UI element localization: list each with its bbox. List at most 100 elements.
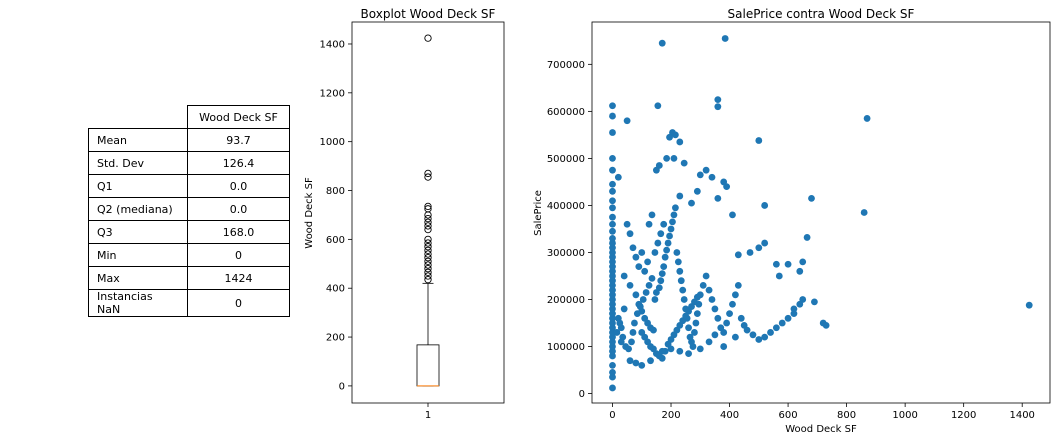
scatter-point	[680, 296, 688, 303]
scatter-point	[609, 180, 616, 188]
scatter-point	[651, 296, 659, 303]
scatter-point	[645, 282, 653, 289]
scatter-point	[799, 258, 807, 266]
boxplot-y-tick-label: 1000	[320, 137, 345, 148]
scatter-point	[658, 347, 666, 355]
scatter-point	[609, 338, 616, 346]
scatter-point	[609, 373, 616, 381]
scatter-point	[746, 249, 754, 256]
boxplot-y-axis-label: Wood Deck SF	[304, 177, 315, 249]
scatter-x-tick-label: 1400	[1009, 410, 1034, 421]
scatter-point	[657, 277, 665, 285]
scatter-point	[761, 202, 769, 209]
row-label: Mean	[88, 128, 188, 152]
boxplot-outlier	[424, 34, 432, 42]
table-row: Max 1424	[88, 266, 290, 290]
scatter-point	[638, 249, 646, 256]
scatter-point	[609, 112, 616, 120]
scatter-point	[714, 314, 722, 322]
scatter-point	[720, 329, 728, 336]
scatter-x-axis-label: Wood Deck SF	[785, 424, 857, 435]
scatter-point	[778, 319, 786, 327]
scatter-point	[755, 137, 763, 144]
boxplot-y-tick-label: 200	[326, 333, 345, 344]
scatter-point	[626, 357, 634, 365]
boxplot-outlier	[424, 173, 432, 181]
boxplot-y-tick-label: 1200	[320, 88, 345, 99]
scatter-point	[660, 220, 668, 228]
scatter-point	[609, 361, 616, 369]
scatter-point	[655, 284, 663, 292]
scatter-x-tick-label: 600	[779, 410, 798, 421]
scatter-point	[609, 277, 616, 285]
table-row: Instancias NaN 0	[88, 289, 290, 317]
scatter-point	[676, 267, 684, 275]
table-row: Q2 (mediana) 0.0	[88, 197, 290, 221]
boxplot-outlier	[424, 265, 432, 273]
stats-table: Wood Deck SF Mean 93.7 Std. Dev 126.4 Q1 0.…	[88, 105, 290, 317]
scatter-point	[620, 305, 628, 313]
scatter-point	[609, 239, 616, 247]
scatter-y-tick-label: 400000	[547, 201, 585, 212]
scatter-point	[650, 326, 657, 334]
scatter-point	[609, 253, 616, 261]
scatter-point	[609, 166, 616, 174]
scatter-chart: SalePrice contra Wood Deck SF Wood Deck …	[533, 7, 1051, 435]
scatter-point	[666, 232, 673, 240]
scatter-point	[803, 234, 811, 241]
scatter-y-tick-label: 600000	[547, 107, 585, 118]
scatter-point	[680, 159, 688, 167]
scatter-point	[714, 194, 722, 202]
boxplot-chart: Boxplot Wood Deck SF Wood Deck SF 0 200 40…	[304, 7, 505, 421]
boxplot-outlier	[424, 254, 432, 262]
table-row: Q3 168.0	[88, 220, 290, 244]
scatter-x-tick-label: 1200	[951, 410, 976, 421]
table-row: Min 0	[88, 243, 290, 267]
boxplot-y-tick-label: 800	[326, 186, 345, 197]
boxplot-y-tick-label: 600	[326, 235, 345, 246]
scatter-y-axis-label: SalePrice	[533, 190, 544, 236]
scatter-point	[696, 345, 704, 353]
scatter-x-tick-label: 400	[720, 410, 739, 421]
row-label: Q1	[88, 174, 188, 198]
scatter-y-tick-label: 0	[579, 389, 585, 400]
scatter-point	[691, 329, 698, 336]
scatter-point	[638, 361, 646, 369]
scatter-point	[663, 246, 671, 254]
scatter-point	[644, 258, 652, 266]
scatter-point	[647, 357, 654, 365]
scatter-point	[626, 230, 634, 238]
scatter-point	[625, 345, 632, 353]
scatter-point	[609, 333, 616, 341]
scatter-point	[609, 343, 616, 350]
scatter-x-tick-label: 200	[661, 410, 680, 421]
scatter-point	[661, 253, 669, 261]
row-value: 0.0	[187, 197, 290, 221]
scatter-point	[609, 249, 616, 256]
scatter-point	[784, 314, 792, 322]
scatter-point	[633, 310, 641, 318]
scatter-point	[623, 117, 631, 125]
scatter-point	[693, 293, 701, 301]
scatter-point	[623, 220, 631, 228]
boxplot-outlier	[424, 246, 432, 255]
scatter-point	[790, 305, 798, 313]
scatter-point	[617, 338, 625, 346]
scatter-y-tick-label: 300000	[547, 248, 585, 259]
boxplot-frame	[351, 21, 505, 404]
scatter-point	[708, 296, 716, 303]
scatter-point	[737, 314, 745, 322]
scatter-point	[609, 369, 616, 376]
scatter-point	[616, 319, 624, 327]
row-label: Q3	[88, 220, 188, 244]
scatter-point	[761, 239, 769, 247]
scatter-point	[708, 173, 716, 181]
scatter-point	[772, 260, 780, 268]
scatter-point	[688, 199, 695, 207]
scatter-point	[729, 300, 736, 308]
boxplot-outlier	[424, 218, 432, 226]
scatter-point	[720, 343, 728, 350]
scatter-point	[692, 319, 700, 327]
scatter-point	[755, 336, 763, 343]
